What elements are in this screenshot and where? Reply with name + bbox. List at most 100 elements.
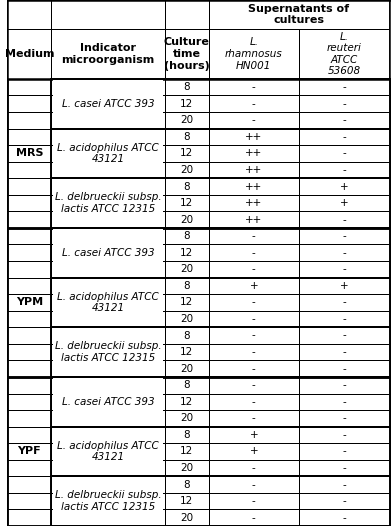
Text: L. acidophilus ATCC
43121: L. acidophilus ATCC 43121 xyxy=(57,441,159,462)
Bar xyxy=(52,443,165,460)
Bar xyxy=(52,294,165,311)
Text: -: - xyxy=(252,347,256,357)
Bar xyxy=(209,393,299,410)
Text: L.
reuteri
ATCC
53608: L. reuteri ATCC 53608 xyxy=(326,32,361,76)
Text: -: - xyxy=(342,314,346,324)
Bar xyxy=(52,327,165,344)
Bar xyxy=(7,510,52,526)
Bar xyxy=(299,95,389,112)
Text: +: + xyxy=(249,281,258,291)
Bar xyxy=(209,211,299,228)
Text: ++: ++ xyxy=(245,165,262,175)
Bar xyxy=(7,79,52,95)
Bar xyxy=(165,393,209,410)
Text: L. delbrueckii subsp.
lactis ATCC 12315: L. delbrueckii subsp. lactis ATCC 12315 xyxy=(55,193,161,214)
Bar xyxy=(52,393,165,410)
Text: -: - xyxy=(342,463,346,473)
Bar xyxy=(52,377,391,427)
Bar xyxy=(7,278,52,294)
Bar xyxy=(165,427,209,443)
Bar xyxy=(7,112,52,128)
Text: -: - xyxy=(342,347,346,357)
Bar xyxy=(165,510,209,526)
Bar xyxy=(165,344,209,360)
Text: 20: 20 xyxy=(180,215,193,225)
Bar xyxy=(209,128,299,145)
Text: 12: 12 xyxy=(180,148,193,158)
Bar xyxy=(52,145,165,161)
Bar xyxy=(209,377,299,393)
Text: -: - xyxy=(252,380,256,390)
Bar xyxy=(52,327,391,377)
Bar xyxy=(7,228,391,377)
Bar xyxy=(52,228,391,278)
Text: +: + xyxy=(340,198,348,208)
Text: 12: 12 xyxy=(180,297,193,308)
Text: -: - xyxy=(342,115,346,125)
Text: -: - xyxy=(252,115,256,125)
Text: MRS: MRS xyxy=(16,148,43,158)
Bar xyxy=(299,393,389,410)
Text: +: + xyxy=(340,281,348,291)
Text: -: - xyxy=(252,480,256,490)
Bar xyxy=(52,29,165,79)
Text: -: - xyxy=(342,480,346,490)
Bar xyxy=(299,145,389,161)
Bar xyxy=(52,427,165,443)
Bar xyxy=(165,178,209,195)
Bar xyxy=(52,493,165,510)
Text: -: - xyxy=(342,265,346,275)
Text: ++: ++ xyxy=(245,181,262,191)
Text: L.
rhamnosus
HN001: L. rhamnosus HN001 xyxy=(225,37,283,70)
Text: -: - xyxy=(342,132,346,142)
Text: L. acidophilus ATCC
43121: L. acidophilus ATCC 43121 xyxy=(57,291,159,313)
Bar xyxy=(7,228,52,245)
Bar xyxy=(299,29,389,79)
Bar xyxy=(209,327,299,344)
Bar xyxy=(299,211,389,228)
Bar xyxy=(7,245,52,261)
Text: L. acidophilus ATCC
43121: L. acidophilus ATCC 43121 xyxy=(57,291,159,313)
Bar xyxy=(7,95,52,112)
Text: -: - xyxy=(342,248,346,258)
Bar xyxy=(209,228,299,245)
Bar xyxy=(209,245,299,261)
Bar xyxy=(53,80,163,127)
Text: 12: 12 xyxy=(180,447,193,457)
Bar xyxy=(299,178,389,195)
Bar xyxy=(299,443,389,460)
Text: 20: 20 xyxy=(180,115,193,125)
Text: 8: 8 xyxy=(183,181,190,191)
Text: -: - xyxy=(342,231,346,241)
Text: 12: 12 xyxy=(180,99,193,109)
Bar xyxy=(52,228,165,245)
Bar xyxy=(165,261,209,278)
Text: -: - xyxy=(342,430,346,440)
Text: 12: 12 xyxy=(180,397,193,407)
Text: 20: 20 xyxy=(180,165,193,175)
Bar xyxy=(209,427,299,443)
Bar xyxy=(7,79,391,228)
Bar xyxy=(165,278,209,294)
Bar xyxy=(7,211,52,228)
Text: -: - xyxy=(342,397,346,407)
Text: +: + xyxy=(249,430,258,440)
Bar xyxy=(52,360,165,377)
Bar xyxy=(209,79,299,95)
Bar xyxy=(52,79,165,95)
Text: -: - xyxy=(342,330,346,340)
Bar xyxy=(299,360,389,377)
Bar xyxy=(7,195,52,211)
Bar xyxy=(299,112,389,128)
Bar xyxy=(52,195,165,211)
Text: 8: 8 xyxy=(183,330,190,340)
Bar xyxy=(209,178,299,195)
Text: L. casei ATCC 393: L. casei ATCC 393 xyxy=(62,248,154,258)
Text: 20: 20 xyxy=(180,463,193,473)
Bar xyxy=(53,279,163,326)
Bar xyxy=(209,278,299,294)
Bar xyxy=(165,410,209,427)
Bar xyxy=(165,360,209,377)
Text: +: + xyxy=(249,447,258,457)
Bar xyxy=(165,145,209,161)
